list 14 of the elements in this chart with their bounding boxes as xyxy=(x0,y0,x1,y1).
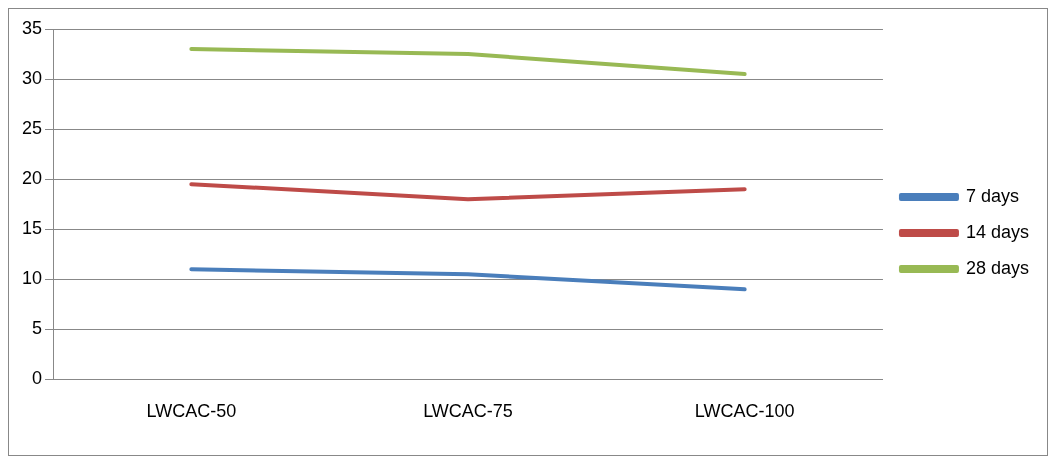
x-tick-label: LWCAC-75 xyxy=(423,401,513,422)
y-tick-label: 15 xyxy=(21,218,43,239)
y-tick-label: 20 xyxy=(21,168,43,189)
y-tick-label: 10 xyxy=(21,268,43,289)
legend-label: 7 days xyxy=(965,185,1019,206)
y-tick-label: 30 xyxy=(21,68,43,89)
x-tick-label: LWCAC-50 xyxy=(146,401,237,422)
y-tick-label: 35 xyxy=(21,17,43,38)
y-tick-label: 5 xyxy=(32,318,43,339)
y-tick-label: 0 xyxy=(32,368,43,389)
legend-label: 14 days xyxy=(965,221,1029,242)
x-tick-label: LWCAC-100 xyxy=(694,401,795,422)
legend-label: 28 days xyxy=(965,257,1029,278)
y-tick-label: 25 xyxy=(21,118,43,139)
